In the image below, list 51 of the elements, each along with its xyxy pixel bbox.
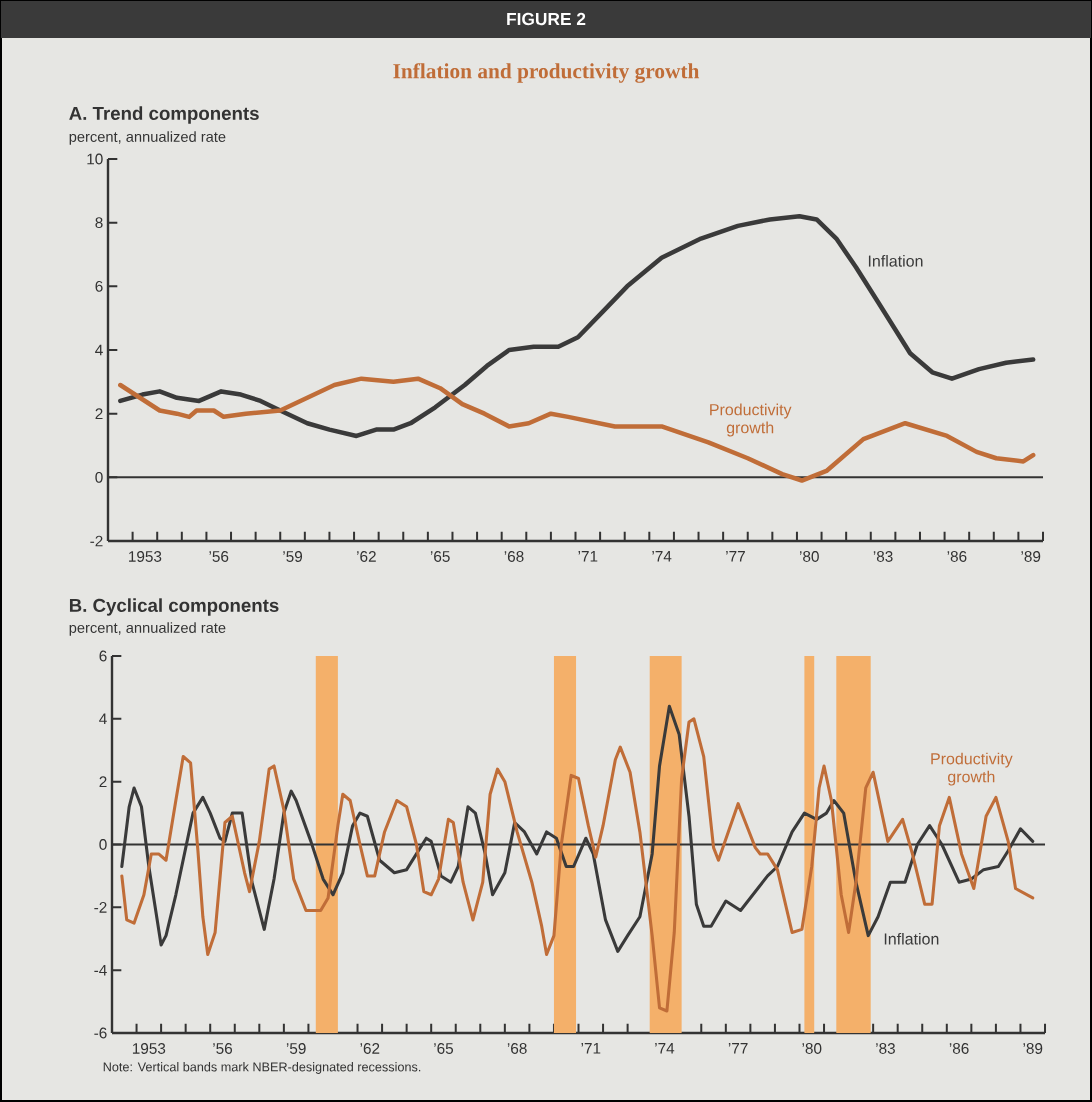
x-tick-label: ’86 — [949, 1043, 969, 1054]
chart-title: B. Cyclical components — [69, 598, 279, 616]
x-tick-label: ’89 — [1023, 1043, 1043, 1054]
x-tick-label: ’71 — [581, 1043, 601, 1054]
series-label: Productivity growth — [931, 752, 1013, 786]
x-tick-label: ’89 — [1021, 551, 1041, 562]
x-tick-label: ’65 — [430, 551, 450, 562]
y-tick-label: 2 — [99, 776, 107, 788]
x-tick-label: 1953 — [132, 1043, 166, 1054]
y-tick-label: 8 — [95, 217, 103, 229]
x-tick-label: ’59 — [286, 1043, 306, 1054]
x-tick-label: 1953 — [129, 551, 162, 562]
x-tick-label: ’80 — [799, 551, 819, 562]
y-tick-label: 6 — [99, 650, 107, 662]
x-tick-label: ’77 — [726, 551, 745, 562]
x-tick-label: ’77 — [728, 1043, 748, 1054]
x-tick-label: ’62 — [360, 1043, 380, 1054]
series-label: Productivity growth — [710, 403, 792, 437]
x-tick-label: ’74 — [655, 1043, 675, 1054]
x-tick-label: ’86 — [947, 551, 967, 562]
x-tick-label: ’62 — [357, 551, 376, 562]
chart-title: A. Trend components — [69, 106, 259, 124]
y-tick-label: 0 — [95, 471, 103, 483]
x-tick-label: ’80 — [802, 1043, 822, 1054]
series-label: Inflation — [884, 932, 939, 945]
text: Inflation and productivity growth — [393, 63, 700, 83]
text: Note: Vertical bands mark NBER-designated recessions. — [103, 1062, 421, 1074]
x-tick-label: ’71 — [578, 551, 598, 562]
y-tick-label: 10 — [87, 153, 103, 165]
y-tick-label: 6 — [95, 280, 103, 292]
series-label: Inflation — [868, 255, 923, 267]
x-tick-label: ’65 — [434, 1043, 454, 1054]
x-tick-label: ’56 — [213, 1043, 233, 1054]
y-axis-title: percent, annualized rate — [69, 131, 226, 145]
y-tick-label: -2 — [90, 535, 103, 547]
x-tick-label: ’56 — [209, 551, 229, 562]
y-tick-label: -2 — [94, 901, 107, 913]
y-axis-title: percent, annualized rate — [69, 622, 226, 636]
x-tick-label: ’68 — [504, 551, 524, 562]
y-tick-label: 0 — [99, 839, 107, 850]
x-tick-label: ’74 — [652, 551, 672, 562]
caption: FIGURE 2 — [507, 12, 586, 26]
y-tick-label: 4 — [99, 713, 107, 725]
x-tick-label: ’83 — [873, 551, 893, 562]
y-tick-label: 2 — [95, 408, 103, 420]
x-tick-label: ’59 — [283, 551, 303, 562]
y-tick-label: -6 — [94, 1027, 107, 1039]
y-tick-label: -4 — [94, 964, 107, 976]
y-tick-label: 4 — [95, 344, 103, 356]
x-tick-label: ’83 — [876, 1043, 895, 1054]
x-tick-label: ’68 — [507, 1043, 527, 1054]
